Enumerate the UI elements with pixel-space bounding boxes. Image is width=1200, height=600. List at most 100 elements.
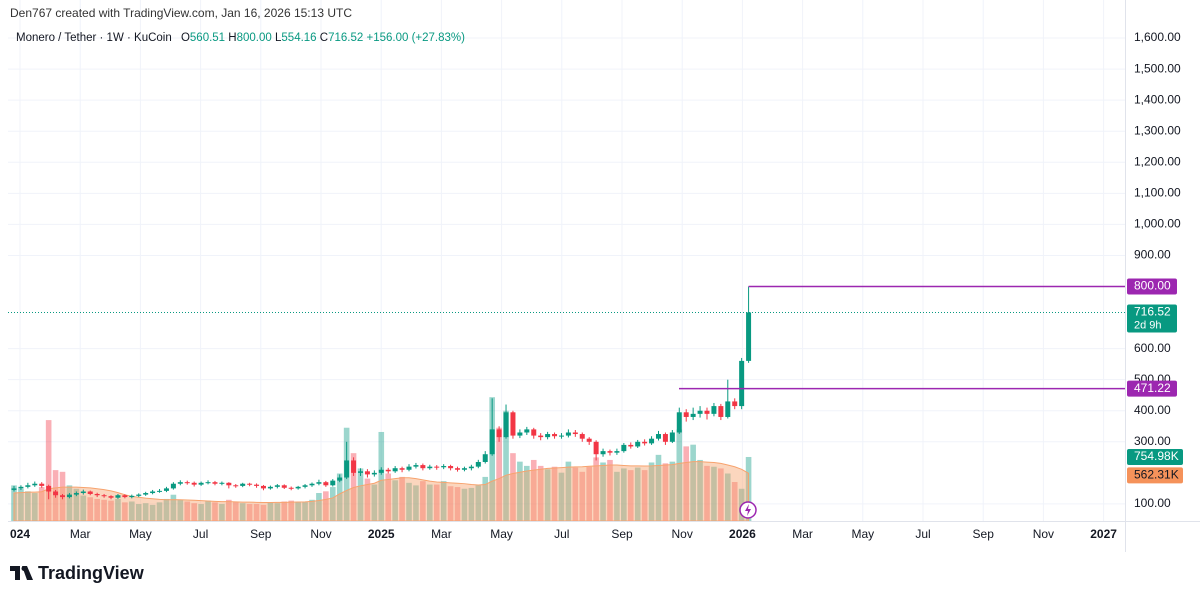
x-tick-label: May (851, 527, 874, 541)
candle-body (136, 494, 142, 496)
x-tick-label: May (129, 527, 152, 541)
candle-body (219, 482, 225, 484)
candle-body (746, 312, 752, 361)
candle-body (607, 451, 613, 453)
candle-body (302, 485, 308, 487)
volume-bar (253, 504, 260, 521)
volume-bar (399, 476, 405, 521)
candle-body (621, 444, 627, 452)
y-tick-label: 1,500.00 (1134, 61, 1181, 75)
candle-body (732, 401, 738, 407)
candle-body (413, 465, 419, 467)
candle-body (420, 465, 426, 469)
x-tick-label: Sep (611, 527, 633, 541)
candle-body (524, 429, 530, 433)
volume-bar (66, 485, 73, 521)
candle-layer (11, 286, 752, 500)
candle-body (739, 360, 745, 407)
volume-bar (496, 427, 502, 521)
volume-bar (177, 499, 184, 521)
y-tick-label: 1,400.00 (1134, 92, 1181, 106)
candle-body (586, 438, 592, 442)
candle-body (240, 483, 246, 486)
candle-body (475, 461, 481, 467)
header: Den767 created with TradingView.com, Jan… (10, 6, 352, 20)
volume-bar (323, 491, 329, 521)
legend-l: 554.16 (281, 32, 316, 44)
volume-bar (634, 467, 641, 521)
volume-bar (18, 488, 24, 521)
y-tick-label: 1,300.00 (1134, 123, 1181, 137)
legend-h: 800.00 (237, 32, 272, 44)
candle-body (233, 485, 239, 487)
y-tick-label: 1,200.00 (1134, 154, 1181, 168)
x-tick-label: Sep (973, 527, 995, 541)
x-tick-label: Jul (554, 527, 569, 541)
legend-h-label: H (228, 32, 236, 44)
candle-body (406, 466, 412, 470)
legend-o-label: O (181, 32, 190, 44)
candle-body (11, 488, 17, 490)
candle-body (170, 483, 176, 489)
volume-bar (427, 484, 433, 521)
candle-body (579, 434, 585, 439)
candle-body (600, 451, 606, 455)
candle-body (552, 434, 558, 437)
candle-body (323, 482, 329, 486)
y-tick-label: 600.00 (1134, 341, 1171, 355)
volume-bar (530, 459, 537, 521)
volume-bar (45, 420, 52, 521)
candle-body (718, 406, 724, 417)
candle-body (226, 482, 232, 486)
volume-bar (336, 473, 343, 521)
legend-c: 716.52 (328, 32, 363, 44)
level-badge (1127, 278, 1177, 295)
volume-bar (517, 461, 523, 521)
candle-body (669, 432, 675, 442)
volume-bar (690, 444, 696, 521)
y-tick-label: 300.00 (1134, 434, 1171, 448)
volume-bar (489, 397, 495, 521)
volume-bar (447, 486, 454, 521)
candle-body (53, 491, 59, 496)
candle-body (122, 495, 128, 498)
candle-body (309, 483, 315, 486)
volume-badge (1127, 448, 1183, 465)
volume-bar (316, 493, 322, 521)
candle-body (364, 471, 370, 475)
volume-bar (565, 461, 572, 521)
candle-body (441, 466, 447, 468)
x-tick-label: 024 (10, 527, 30, 541)
volume-bar (724, 473, 731, 521)
candle-body (572, 432, 578, 435)
candle-body (198, 482, 204, 485)
candle-body (143, 493, 149, 495)
candle-body (32, 483, 38, 486)
candle-body (635, 441, 641, 447)
x-tick-label: May (490, 527, 513, 541)
volume-bar (503, 410, 509, 521)
candle-body (184, 482, 190, 484)
volume-bar (25, 491, 31, 521)
volume-bar (683, 446, 690, 521)
volume-bar (704, 465, 710, 521)
legend: Monero / Tether · 1W · KuCoin O560.51 H8… (16, 32, 465, 44)
y-tick-label: 100.00 (1134, 496, 1171, 510)
legend-o: 560.51 (190, 32, 225, 44)
volume-bar (711, 466, 717, 521)
grid (8, 0, 1125, 521)
volume-bar (232, 501, 239, 521)
volume-bar (135, 504, 142, 521)
volume-bar (551, 466, 558, 521)
candle-body (205, 482, 211, 484)
volume-bar (371, 484, 378, 521)
candle-body (593, 441, 599, 455)
candle-body (676, 412, 682, 433)
volume-bar (475, 485, 482, 521)
volume-bar (198, 504, 204, 521)
candle-body (18, 486, 24, 489)
candle-body (274, 485, 280, 487)
candle-body (545, 434, 551, 438)
candle-body (163, 488, 169, 491)
level-badge (1127, 380, 1177, 397)
